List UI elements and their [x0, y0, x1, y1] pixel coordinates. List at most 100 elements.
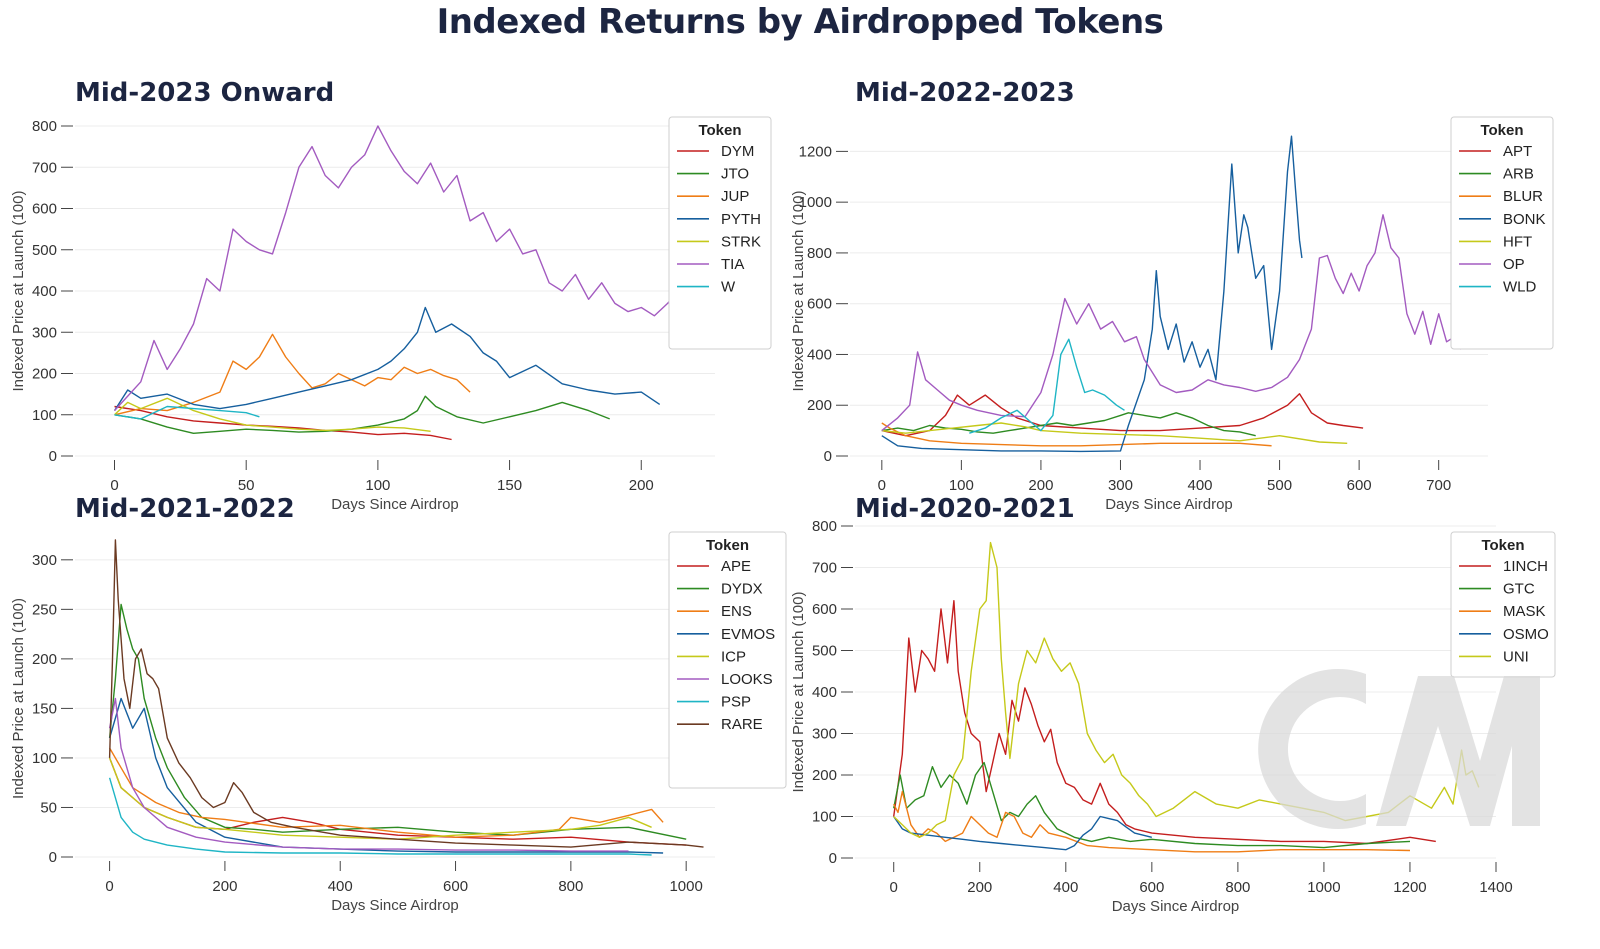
- y-tick-label: 100: [812, 809, 837, 826]
- legend-label: JUP: [721, 188, 749, 205]
- legend-title: Token: [706, 537, 749, 554]
- series-line-apt: [881, 393, 1364, 437]
- x-tick-label: 200: [1028, 477, 1053, 494]
- legend-label: DYDX: [721, 581, 763, 598]
- y-tick-label: 1000: [799, 194, 832, 211]
- y-tick-label: 100: [32, 407, 57, 424]
- y-tick-label: 600: [807, 296, 832, 313]
- y-tick-label: 800: [812, 518, 837, 535]
- series-line-tia: [113, 125, 711, 412]
- legend-label: GTC: [1503, 581, 1535, 598]
- chart-svg-4: Mid-2020-2021 0 100 200 300 400 500 600 700 800 0 2…: [790, 494, 1556, 915]
- x-axis-label: Days Since Airdrop: [331, 496, 459, 513]
- series-line-hft: [881, 422, 1348, 444]
- y-tick-label: 200: [807, 397, 832, 414]
- y-tick-label: 200: [812, 767, 837, 784]
- legend-label: APE: [721, 558, 751, 575]
- legend-label: UNI: [1503, 648, 1529, 665]
- legend-label: ICP: [721, 648, 746, 665]
- series-line-icp: [108, 757, 652, 840]
- series-line-blur: [881, 422, 1272, 447]
- x-tick-label: 0: [110, 477, 118, 494]
- legend-label: STRK: [721, 233, 761, 250]
- y-tick-label: 400: [32, 283, 57, 300]
- x-tick-label: 1400: [1479, 879, 1512, 896]
- x-tick-label: 800: [1225, 879, 1250, 896]
- series-line-w: [114, 405, 260, 420]
- legend-label: DYM: [721, 143, 754, 160]
- series-line-dydx: [108, 603, 687, 840]
- legend: Token 1INCH GTC MASK OSMO UNI: [1450, 531, 1556, 678]
- y-tick-label: 100: [32, 750, 57, 767]
- series-line-rare: [108, 539, 704, 848]
- chart-svg-3: Mid-2021-2022 0 50 100 150 200 250 300 0 200 400 60…: [10, 494, 787, 914]
- legend: Token DYM JTO JUP PYTH STRK TIA W: [668, 116, 772, 350]
- series-line-jup: [114, 333, 471, 416]
- x-tick-label: 200: [212, 878, 237, 895]
- legend-label: OSMO: [1503, 626, 1549, 643]
- y-tick-label: 1200: [799, 143, 832, 160]
- y-tick-label: 600: [32, 201, 57, 218]
- series-line-dym: [114, 405, 452, 441]
- series-line-pyth: [113, 306, 661, 411]
- watermark-c-shape: [1258, 669, 1366, 829]
- y-tick-label: 300: [32, 324, 57, 341]
- legend-label: MASK: [1503, 603, 1546, 620]
- y-tick-label: 400: [812, 684, 837, 701]
- legend-box: [1450, 531, 1556, 678]
- x-tick-label: 50: [238, 477, 255, 494]
- legend-label: RARE: [721, 716, 763, 733]
- legend-label: JTO: [721, 166, 749, 183]
- x-tick-label: 1000: [1307, 879, 1340, 896]
- series-line-bonk: [881, 135, 1303, 453]
- series-line-jto: [114, 395, 610, 434]
- y-tick-label: 50: [40, 799, 57, 816]
- x-tick-label: 100: [365, 477, 390, 494]
- legend: Token APE DYDX ENS EVMOS ICP LOOKS PSP RARE: [668, 531, 787, 789]
- chart-svg-1: Mid-2023 Onward0100200300400500600700800…: [10, 78, 772, 513]
- chart-panel-1: Mid-2023 Onward 0 100 200 300 400 500 600 700 800…: [0, 68, 800, 513]
- chart-svg-2: Mid-2022-2023 0 200 400 600 800 1000 1200 0 100 20…: [790, 78, 1554, 513]
- x-tick-label: 400: [1053, 879, 1078, 896]
- y-tick-label: 700: [32, 159, 57, 176]
- series-line-1inch: [893, 600, 1436, 845]
- y-axis-label: Indexed Price at Launch (100): [790, 592, 807, 793]
- x-tick-label: 150: [497, 477, 522, 494]
- x-tick-label: 200: [967, 879, 992, 896]
- x-tick-label: 500: [1267, 477, 1292, 494]
- legend-label: WLD: [1503, 279, 1537, 296]
- legend-label: HFT: [1503, 233, 1532, 250]
- legend-title: Token: [1480, 122, 1523, 139]
- x-axis-label: Days Since Airdrop: [331, 897, 459, 914]
- legend-label: BLUR: [1503, 188, 1543, 205]
- legend-label: 1INCH: [1503, 558, 1548, 575]
- x-tick-label: 700: [1426, 477, 1451, 494]
- series-line-psp: [108, 777, 652, 856]
- y-tick-label: 0: [829, 850, 837, 867]
- x-tick-label: 100: [949, 477, 974, 494]
- panel-title-3: Mid-2021-2022: [75, 494, 295, 524]
- y-tick-label: 200: [32, 651, 57, 668]
- series-line-gtc: [893, 761, 1411, 849]
- y-tick-label: 300: [812, 726, 837, 743]
- legend-label: PSP: [721, 694, 751, 711]
- y-tick-label: 500: [812, 643, 837, 660]
- legend-label: OP: [1503, 256, 1525, 273]
- x-tick-label: 400: [1188, 477, 1213, 494]
- main-title: Indexed Returns by Airdropped Tokens: [436, 2, 1164, 42]
- x-tick-label: 300: [1108, 477, 1133, 494]
- y-tick-label: 150: [32, 700, 57, 717]
- legend-label: W: [721, 279, 736, 296]
- legend: Token APT ARB BLUR BONK HFT OP WLD: [1450, 116, 1554, 350]
- x-tick-label: 0: [105, 878, 113, 895]
- chart-panel-4: Mid-2020-2021 0 100 200 300 400 500 600 700 800 0 2…: [780, 484, 1580, 924]
- watermark-m-shape: [1376, 676, 1540, 826]
- legend-label: BONK: [1503, 211, 1546, 228]
- legend-label: ARB: [1503, 166, 1534, 183]
- series-line-uni: [893, 541, 1480, 838]
- y-tick-label: 400: [807, 346, 832, 363]
- x-tick-label: 1200: [1393, 879, 1426, 896]
- x-tick-label: 600: [1139, 879, 1164, 896]
- y-tick-label: 0: [49, 448, 57, 465]
- y-axis-label: Indexed Price at Launch (100): [790, 191, 807, 392]
